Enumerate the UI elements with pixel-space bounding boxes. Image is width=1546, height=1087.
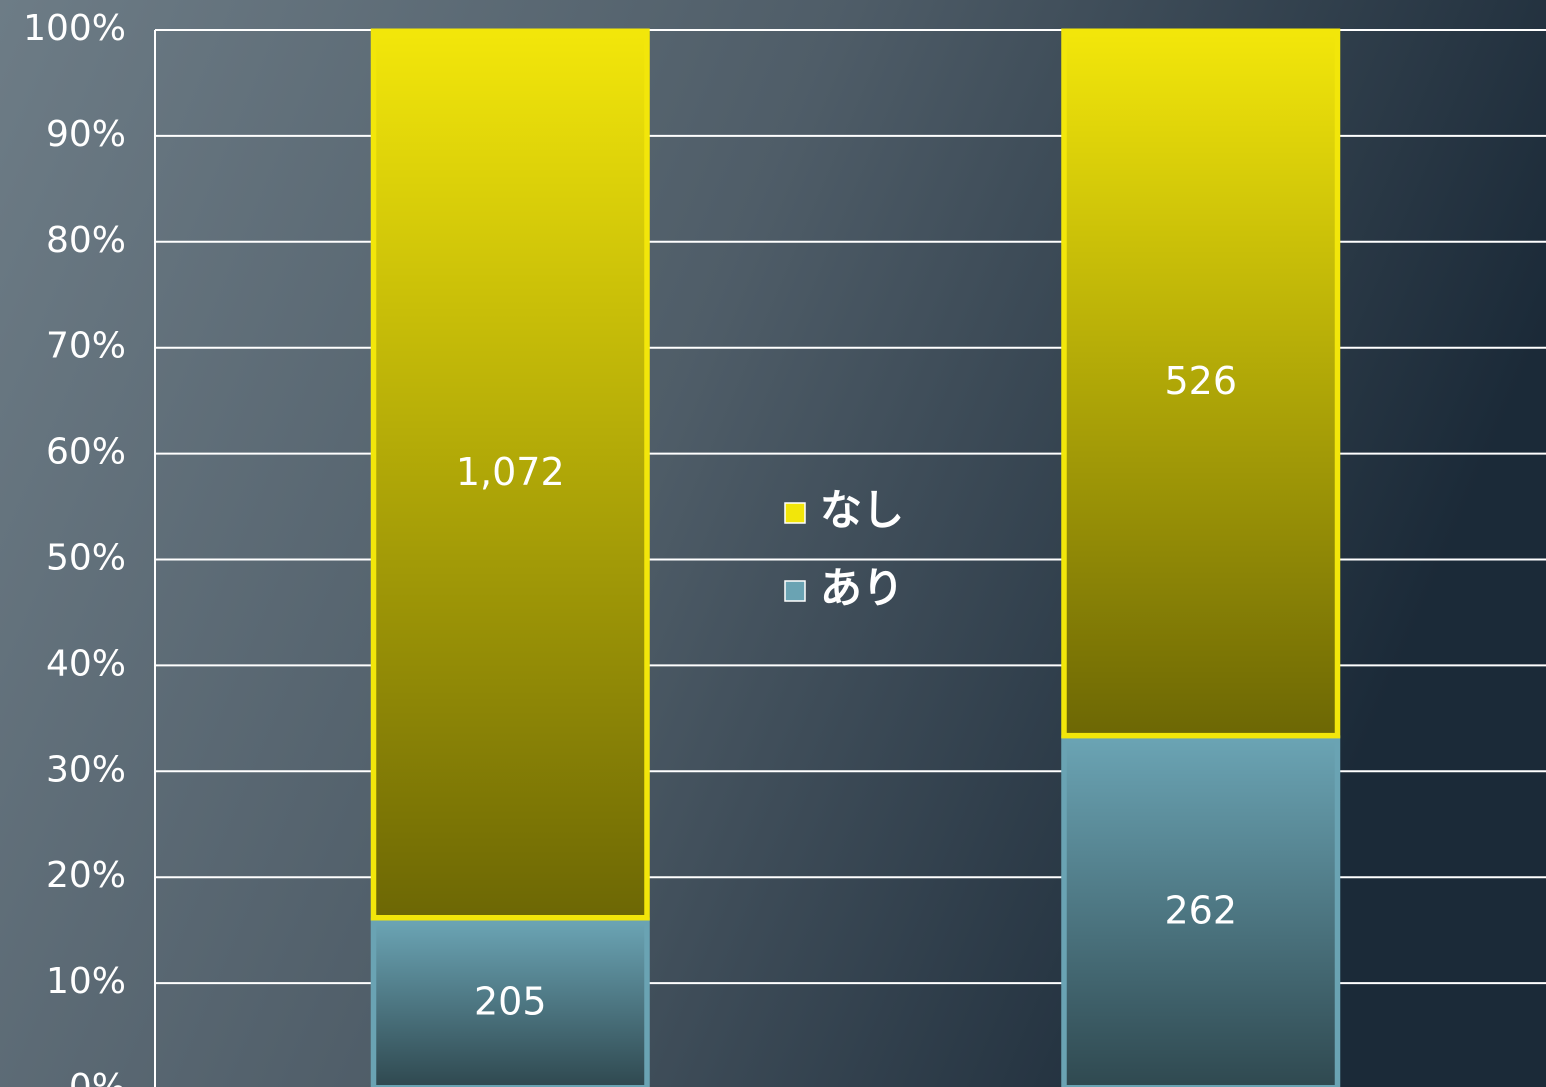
data-label: 1,072 bbox=[456, 450, 565, 494]
data-label: 262 bbox=[1164, 888, 1237, 932]
y-tick-label: 60% bbox=[46, 432, 126, 473]
y-tick-label: 100% bbox=[23, 8, 126, 49]
y-tick-label: 10% bbox=[46, 961, 126, 1002]
legend-swatch bbox=[784, 502, 806, 524]
bar-shading bbox=[376, 922, 645, 1085]
y-tick-label: 50% bbox=[46, 538, 126, 579]
bar-shading bbox=[1066, 34, 1335, 733]
y-tick-label: 90% bbox=[46, 114, 126, 155]
legend-swatch bbox=[784, 580, 806, 602]
y-tick-label: 70% bbox=[46, 326, 126, 367]
bar-shading bbox=[1066, 740, 1335, 1085]
legend-label: あり bbox=[820, 564, 904, 613]
y-tick-label: 30% bbox=[46, 749, 126, 790]
bar-shading bbox=[376, 34, 645, 915]
data-label: 526 bbox=[1164, 359, 1237, 403]
y-tick-label: 80% bbox=[46, 220, 126, 261]
y-tick-label: 0% bbox=[69, 1067, 126, 1087]
data-label: 205 bbox=[474, 979, 547, 1023]
legend-label: なし bbox=[820, 486, 904, 535]
y-tick-label: 40% bbox=[46, 643, 126, 684]
y-tick-label: 20% bbox=[46, 855, 126, 896]
